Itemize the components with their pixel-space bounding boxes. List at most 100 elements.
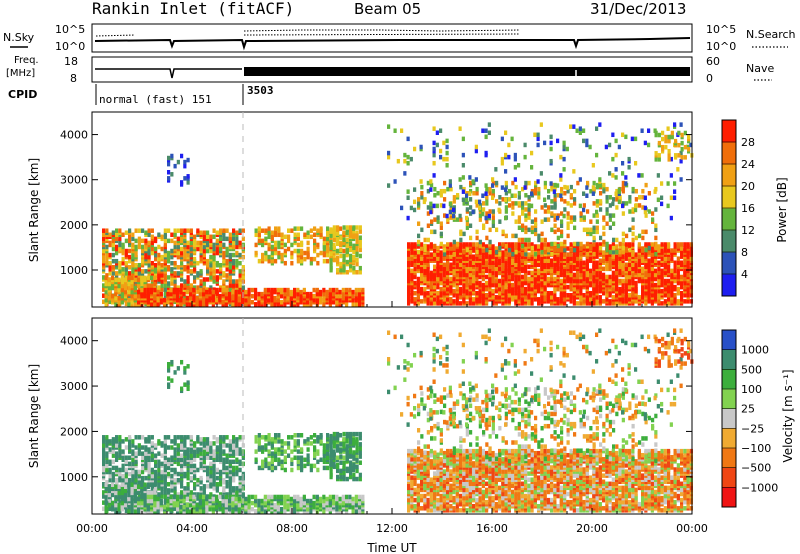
power-cell: [146, 275, 150, 281]
power-cell: [407, 242, 411, 247]
power-cell: [579, 217, 583, 222]
power-cell: [533, 282, 537, 288]
power-cell: [523, 185, 527, 190]
power-cell: [628, 274, 632, 280]
power-cell: [549, 140, 553, 146]
power-cell: [628, 247, 632, 253]
power-cell: [553, 241, 557, 247]
power-cell: [183, 250, 187, 256]
power-cell: [134, 238, 138, 244]
power-cell: [202, 248, 206, 254]
power-cell: [621, 211, 625, 216]
power-cell: [465, 262, 469, 268]
power-cell: [585, 295, 589, 300]
power-cell: [634, 188, 638, 194]
power-cell: [423, 243, 427, 249]
power-cell: [276, 297, 280, 303]
power-cell: [504, 262, 508, 268]
power-cell: [202, 291, 206, 297]
velocity-cell: [150, 467, 154, 473]
power-cell: [153, 295, 157, 301]
power-cell: [436, 264, 440, 270]
power-cell: [332, 237, 336, 242]
power-cell: [176, 236, 180, 242]
power-cell: [465, 288, 469, 294]
power-cell: [527, 237, 531, 243]
power-cell: [459, 272, 463, 278]
power-cell: [474, 148, 478, 154]
power-cell: [170, 277, 174, 282]
power-cell: [410, 297, 414, 302]
power-cell: [641, 266, 645, 272]
power-cell: [569, 242, 573, 247]
power-cell: [387, 154, 391, 160]
power-cell: [556, 262, 560, 268]
power-cell: [579, 260, 583, 266]
power-cell: [475, 190, 479, 196]
power-cell: [621, 245, 625, 251]
power-cell: [647, 128, 651, 133]
power-cell: [332, 245, 336, 251]
power-cell: [657, 288, 661, 294]
power-cell: [621, 160, 625, 166]
power-cell: [654, 235, 658, 241]
power-cell: [196, 240, 200, 246]
power-cell: [582, 227, 586, 233]
power-cell: [468, 272, 472, 278]
velocity-cell: [121, 463, 125, 469]
velocity-cell: [144, 475, 148, 481]
power-cell: [225, 236, 229, 242]
power-cell: [513, 156, 517, 162]
power-cell: [176, 159, 180, 165]
power-cell: [416, 256, 420, 261]
power-cell: [189, 240, 193, 246]
power-cell: [621, 188, 625, 194]
power-cell: [436, 290, 440, 296]
power-cell: [209, 238, 213, 244]
power-cell: [264, 228, 268, 233]
power-cell: [504, 184, 508, 190]
velocity-cell: [115, 435, 119, 440]
power-cell: [176, 250, 180, 256]
power-cell: [673, 189, 677, 194]
power-cell: [573, 247, 577, 253]
power-cell: [247, 295, 251, 301]
power-cell: [355, 225, 359, 230]
power-cell: [222, 250, 226, 256]
power-cell: [537, 244, 541, 249]
power-cell: [534, 186, 538, 192]
power-cell: [579, 264, 583, 270]
power-cell: [563, 207, 567, 212]
power-cell: [182, 291, 186, 297]
velocity-cell: [102, 482, 106, 487]
power-cell: [118, 228, 122, 233]
power-cell: [481, 211, 485, 217]
power-cell: [683, 284, 687, 290]
power-cell: [206, 230, 210, 235]
power-cell: [436, 256, 440, 261]
power-cell: [273, 287, 277, 293]
power-cell: [232, 258, 236, 264]
power-cell: [449, 186, 453, 192]
power-cell: [472, 297, 476, 302]
power-cell: [429, 284, 433, 290]
power-cell: [520, 286, 524, 292]
power-cell: [209, 254, 213, 260]
power-cell: [355, 257, 359, 263]
power-cell: [238, 228, 242, 233]
power-cell: [144, 254, 148, 260]
power-cell: [621, 282, 625, 288]
power-cell: [127, 302, 131, 307]
power-cell: [212, 246, 216, 252]
velocity-cell: [134, 469, 138, 475]
power-cell: [566, 221, 570, 226]
power-cell: [530, 301, 534, 306]
power-cell: [637, 272, 641, 278]
power-cell: [182, 297, 186, 303]
power-cell: [351, 297, 355, 303]
power-cell: [403, 152, 407, 158]
power-cell: [521, 227, 525, 233]
power-cell: [553, 247, 557, 253]
power-cell: [491, 288, 495, 294]
power-cell: [141, 238, 145, 244]
